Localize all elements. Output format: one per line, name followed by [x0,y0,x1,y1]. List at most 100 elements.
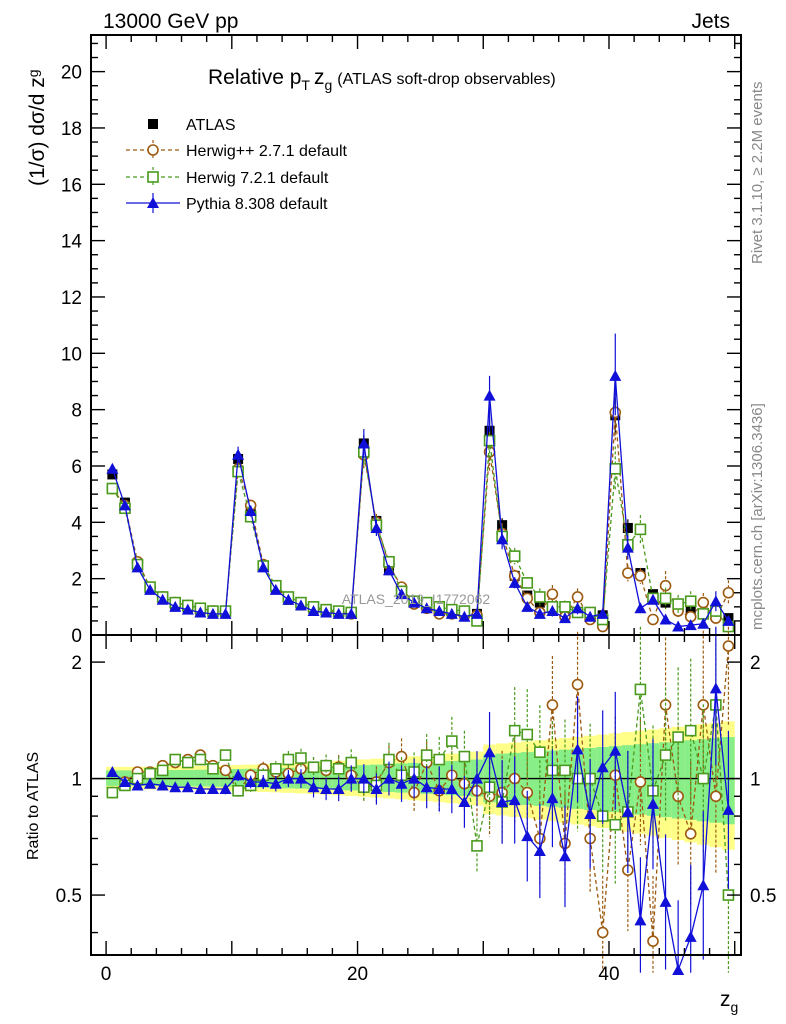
legend-label: Herwig 7.2.1 default [186,170,329,187]
ratio-point [471,840,483,852]
ratio-point [496,795,509,807]
series-atlas [107,397,734,624]
data-point [647,613,659,626]
ratio-point [596,926,609,939]
ratio-point [307,761,320,774]
ratio-point [395,777,408,789]
data-point [659,613,672,625]
data-point [445,607,458,619]
ratio-point [433,753,446,766]
ratio-point [131,779,144,791]
data-point [533,607,546,619]
main-panel-series [106,333,735,633]
ratio-point [546,699,559,711]
data-point [609,369,622,381]
data-point [294,599,307,611]
ratio-point [207,762,219,775]
ratio-point [181,781,194,793]
data-point [622,567,634,579]
ratio-point [320,782,333,794]
data-point [420,602,433,614]
ratio-point [672,790,684,803]
data-point [672,620,685,632]
ratio-point [646,797,659,809]
ratio-point [697,772,710,785]
y-tick-label: 16 [61,175,82,196]
y-tick-label: 10 [61,344,82,365]
main-y-axis-title-main: (1/σ) dσ/d z [26,77,49,186]
x-tick-label: 20 [347,964,368,985]
legend-marker [148,119,158,129]
title-sub-g: g [324,77,332,93]
legend-label: Pythia 8.308 default [186,196,328,213]
data-point [559,601,571,613]
data-point [370,521,383,533]
legend-marker [147,144,159,156]
data-point [307,605,320,617]
legend-label: ATLAS [186,117,236,134]
ratio-point [420,749,433,761]
ratio-y-tick-label-left: 2 [71,653,82,674]
data-point [257,561,270,573]
ratio-point [521,830,534,842]
y-tick-label: 20 [61,63,82,84]
data-point [558,612,571,624]
ratio-point [106,786,119,799]
data-point [621,541,634,553]
y-tick-label: 0 [71,626,82,647]
data-point [508,576,521,588]
data-point [269,583,282,595]
data-point [697,596,710,609]
ratio-point [219,782,232,794]
rivet-label: Rivet 3.1.10, ≥ 2.2M events [749,82,766,265]
main-panel-axes: 0 2 4 6 8 10 12 14 16 18 20 [61,34,742,647]
data-point [584,610,597,622]
data-point [722,586,735,599]
data-point [546,588,559,600]
ratio-point [521,728,534,741]
x-tick-label: 0 [101,964,112,985]
data-point [206,607,219,619]
ratio-point [458,795,471,807]
ratio-point [470,772,483,784]
mcplots-label: mcplots.cern.ch [arXiv:1306.3436] [749,403,766,630]
ratio-point [483,746,496,758]
data-point [596,607,609,619]
data-point [408,596,421,608]
ratio-point [659,749,672,761]
ratio-point [219,764,232,777]
data-point [156,593,169,605]
ratio-point [332,782,345,794]
data-point [571,591,584,603]
ratio-point [282,753,295,766]
y-tick-label: 4 [71,513,82,534]
ratio-point [194,782,207,794]
ratio-point [534,746,546,758]
ratio-point [634,914,647,926]
series-line [111,375,729,628]
data-point [107,469,118,480]
ratio-series-pythia [106,626,735,976]
ratio-point [194,753,207,766]
data-point [709,595,722,607]
data-point [382,564,395,576]
y-tick-label: 6 [71,457,82,478]
ratio-point [558,850,571,862]
data-point [508,550,521,562]
data-point [684,619,697,631]
ratio-point [294,772,307,784]
ratio-point [420,781,433,793]
y-tick-label: 12 [61,288,82,309]
ratio-point [106,765,119,777]
data-point [659,592,672,605]
data-point [496,533,509,545]
ratio-y-tick-label-left: 0.5 [56,886,82,907]
ratio-point [257,775,270,787]
data-point [483,389,496,401]
data-point [433,605,446,617]
ratio-point [584,807,597,819]
data-point [571,602,584,614]
ratio-point [433,782,446,794]
ratio-line [111,646,730,942]
